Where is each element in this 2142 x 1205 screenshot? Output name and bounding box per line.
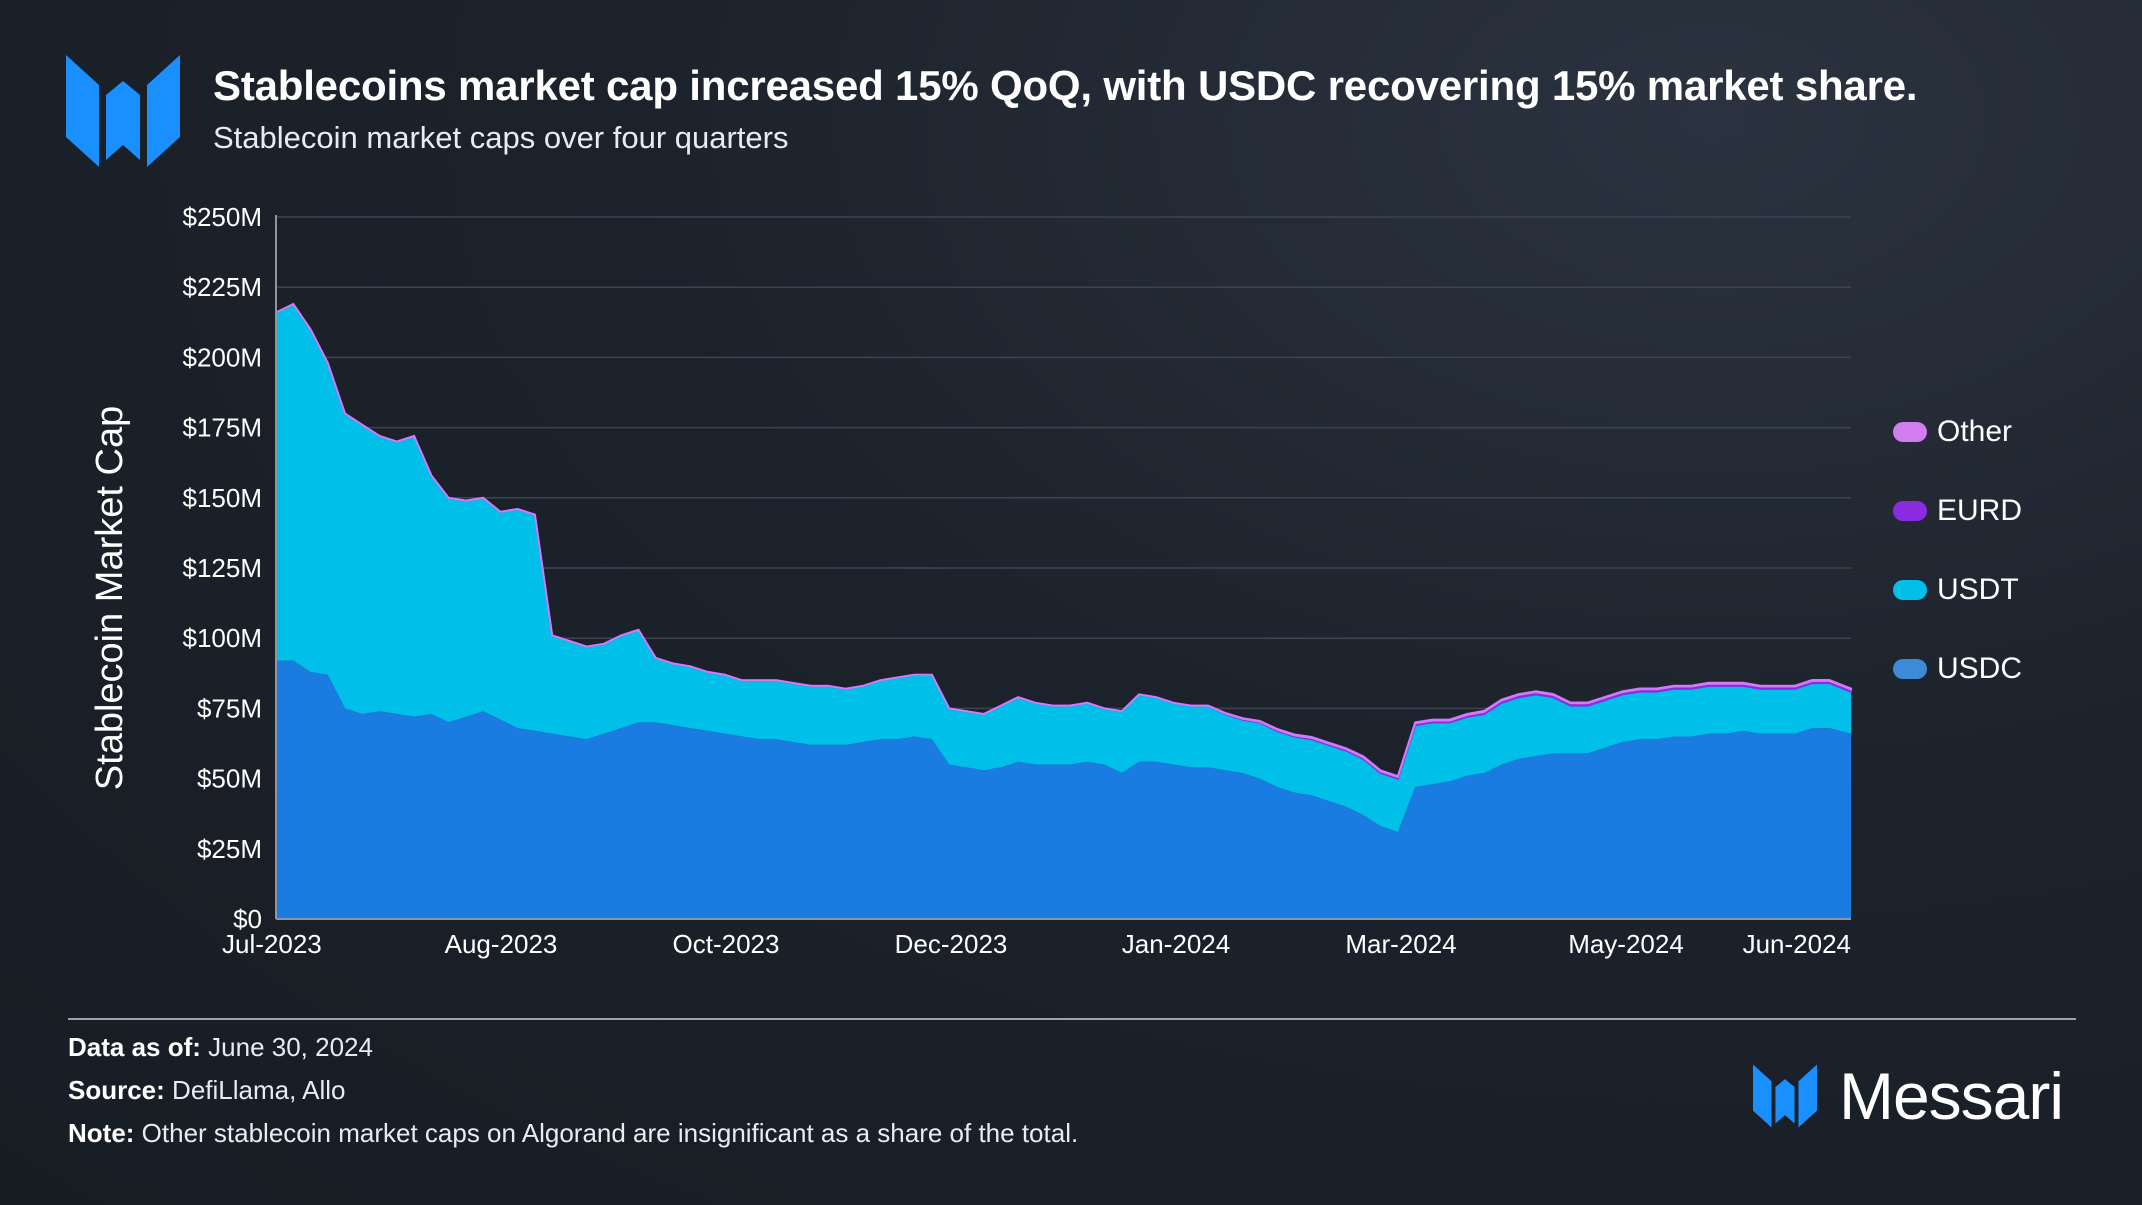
legend-label: USDC	[1937, 651, 2023, 685]
y-tick-label: $150M	[183, 483, 263, 513]
source-line: Source: DefiLlama, Allo	[68, 1075, 345, 1106]
y-tick-label: $25M	[197, 834, 262, 864]
legend-item-eurd: EURD	[1893, 471, 2022, 550]
x-tick-label: Jul-2023	[222, 929, 322, 959]
messari-logo-icon	[1753, 1064, 1817, 1128]
note-label: Note:	[68, 1118, 135, 1148]
data-as-of-value: June 30, 2024	[200, 1032, 373, 1062]
x-tick-label: Aug-2023	[445, 929, 558, 959]
x-tick-label: Jan-2024	[1122, 929, 1230, 959]
axes: Jul-2023 Aug-2023 Oct-2023 Dec-2023 Jan-2024…	[222, 215, 1851, 959]
area-series	[275, 302, 1852, 919]
legend-label: EURD	[1937, 493, 2023, 527]
legend-label: Other	[1937, 414, 2013, 448]
legend-item-usdt: USDT	[1893, 550, 2022, 629]
y-tick-label: $100M	[183, 623, 263, 653]
brand-name: Messari	[1839, 1059, 2064, 1133]
brand-logo: Messari	[1753, 1058, 2064, 1134]
legend-swatch	[1893, 579, 1927, 600]
legend-label: USDT	[1937, 572, 2019, 606]
legend-item-other: Other	[1893, 392, 2022, 471]
x-tick-label: May-2024	[1568, 929, 1684, 959]
y-tick-label: $75M	[197, 693, 262, 723]
chart-title: Stablecoins market cap increased 15% QoQ…	[213, 62, 1918, 109]
y-tick-label: $175M	[183, 413, 263, 443]
y-tick-label: $200M	[183, 342, 263, 372]
data-as-of-line: Data as of: June 30, 2024	[68, 1032, 373, 1063]
messari-logo-icon	[66, 55, 180, 167]
x-tick-label: Oct-2023	[673, 929, 780, 959]
legend-swatch	[1893, 658, 1927, 679]
legend-swatch	[1893, 421, 1927, 442]
x-tick-label: Mar-2024	[1345, 929, 1456, 959]
source-label: Source:	[68, 1075, 165, 1105]
legend-swatch	[1893, 500, 1927, 521]
source-value: DefiLlama, Allo	[164, 1075, 346, 1105]
stacked-area-chart: $0 $25M $50M $75M $100M $125M $150M $175M $200M $…	[89, 202, 1852, 959]
y-tick-label: $50M	[197, 764, 262, 794]
y-tick-label: $250M	[183, 202, 263, 232]
chart-subtitle: Stablecoin market caps over four quarter…	[213, 120, 789, 155]
series-area-other	[275, 302, 1852, 779]
note-line: Note: Other stablecoin market caps on Al…	[68, 1118, 1078, 1149]
note-value: Other stablecoin market caps on Algorand…	[134, 1118, 1079, 1148]
x-tick-label: Dec-2023	[895, 929, 1008, 959]
legend-item-usdc: USDC	[1893, 629, 2022, 708]
chart-legend: Other EURD USDT USDC	[1893, 392, 2022, 708]
series-area-usdt	[276, 304, 1851, 832]
y-axis-label: Stablecoin Market Cap	[89, 406, 131, 790]
series-area-usdc	[276, 660, 1851, 919]
y-tick-label: $125M	[183, 553, 263, 583]
y-tick-label: $0	[233, 904, 262, 934]
footer-divider	[68, 1018, 2076, 1020]
y-tick-label: $225M	[183, 272, 263, 302]
data-as-of-label: Data as of:	[68, 1032, 201, 1062]
x-tick-label: Jun-2024	[1743, 929, 1851, 959]
